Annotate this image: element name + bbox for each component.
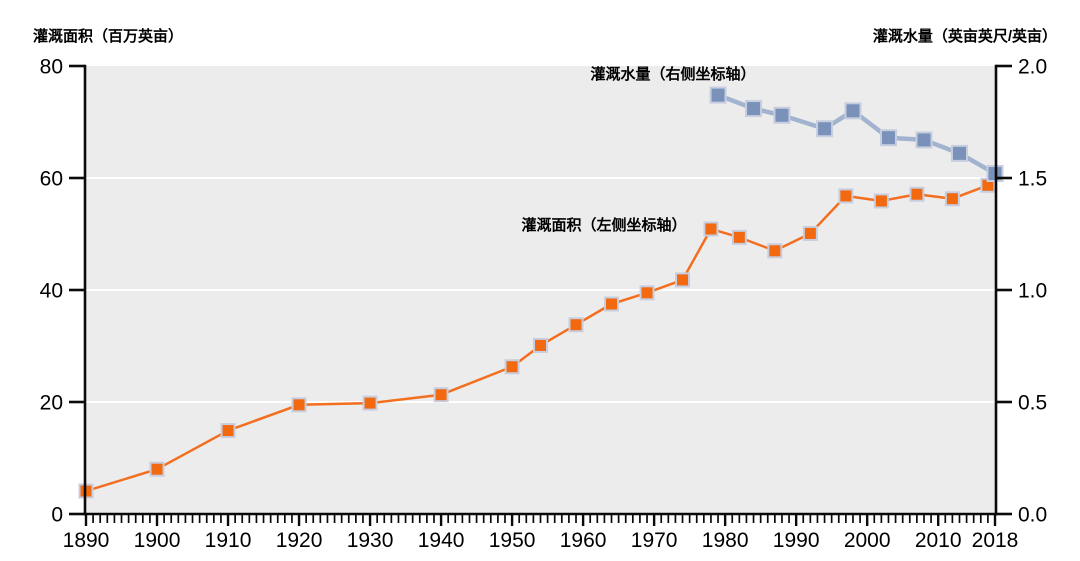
x-axis-tick-label: 1980: [702, 529, 749, 552]
right-axis-tick-label: 2.0: [1018, 56, 1047, 79]
area-marker: [802, 225, 818, 241]
left-axis-tick-label: 80: [40, 56, 63, 79]
area-marker: [639, 285, 655, 301]
area-marker: [838, 188, 854, 204]
water-marker: [915, 131, 933, 149]
water-series-annotation: 灌溉水量（右侧坐标轴）: [590, 66, 756, 83]
water-marker: [844, 102, 862, 120]
x-axis-tick-label: 1890: [63, 529, 110, 552]
area-series-annotation: 灌溉面积（左侧坐标轴）: [521, 217, 687, 234]
water-marker: [816, 120, 834, 138]
x-axis-tick-label: 2000: [844, 529, 891, 552]
water-marker: [709, 86, 727, 104]
left-axis-tick-label: 20: [40, 392, 63, 415]
x-axis-tick-label: 1930: [347, 529, 394, 552]
area-marker: [220, 423, 236, 439]
x-axis-tick-label: 1970: [631, 529, 678, 552]
left-axis-title: 灌溉面积（百万英亩）: [33, 28, 184, 45]
left-axis-tick-label: 40: [40, 280, 63, 303]
area-marker: [767, 243, 783, 259]
x-axis-tick-label: 1940: [418, 529, 465, 552]
area-marker: [731, 229, 747, 245]
x-axis-tick-label: 2010: [915, 529, 962, 552]
x-axis-tick-label: 1960: [560, 529, 607, 552]
left-axis-tick-label: 60: [40, 168, 63, 191]
area-marker: [675, 272, 691, 288]
x-axis-tick-label: 1920: [276, 529, 323, 552]
right-axis-tick-label: 0.0: [1018, 504, 1047, 527]
area-marker: [504, 359, 520, 375]
right-axis-tick-label: 1.5: [1018, 168, 1047, 191]
x-axis-tick-label: 1950: [489, 529, 536, 552]
left-axis-tick-label: 0: [51, 504, 63, 527]
area-marker: [703, 221, 719, 237]
water-marker: [879, 129, 897, 147]
area-marker: [873, 193, 889, 209]
area-marker: [149, 461, 165, 477]
right-axis-title: 灌溉水量（英亩英尺/英亩）: [872, 28, 1057, 45]
x-axis-tick-label: 2018: [972, 529, 1019, 552]
area-marker: [362, 395, 378, 411]
water-marker: [773, 106, 791, 124]
right-axis-tick-label: 0.5: [1018, 392, 1047, 415]
area-marker: [568, 317, 584, 333]
area-marker: [533, 337, 548, 353]
x-axis-tick-label: 1990: [773, 529, 820, 552]
area-marker: [604, 296, 620, 312]
water-marker: [745, 100, 763, 118]
x-axis-tick-label: 1900: [134, 529, 181, 552]
x-axis-tick-label: 1910: [205, 529, 252, 552]
area-marker: [909, 186, 925, 202]
area-marker: [433, 387, 449, 403]
area-marker: [291, 397, 307, 413]
right-axis-tick-label: 1.0: [1018, 280, 1047, 303]
area-marker: [944, 191, 960, 207]
water-marker: [950, 144, 968, 162]
